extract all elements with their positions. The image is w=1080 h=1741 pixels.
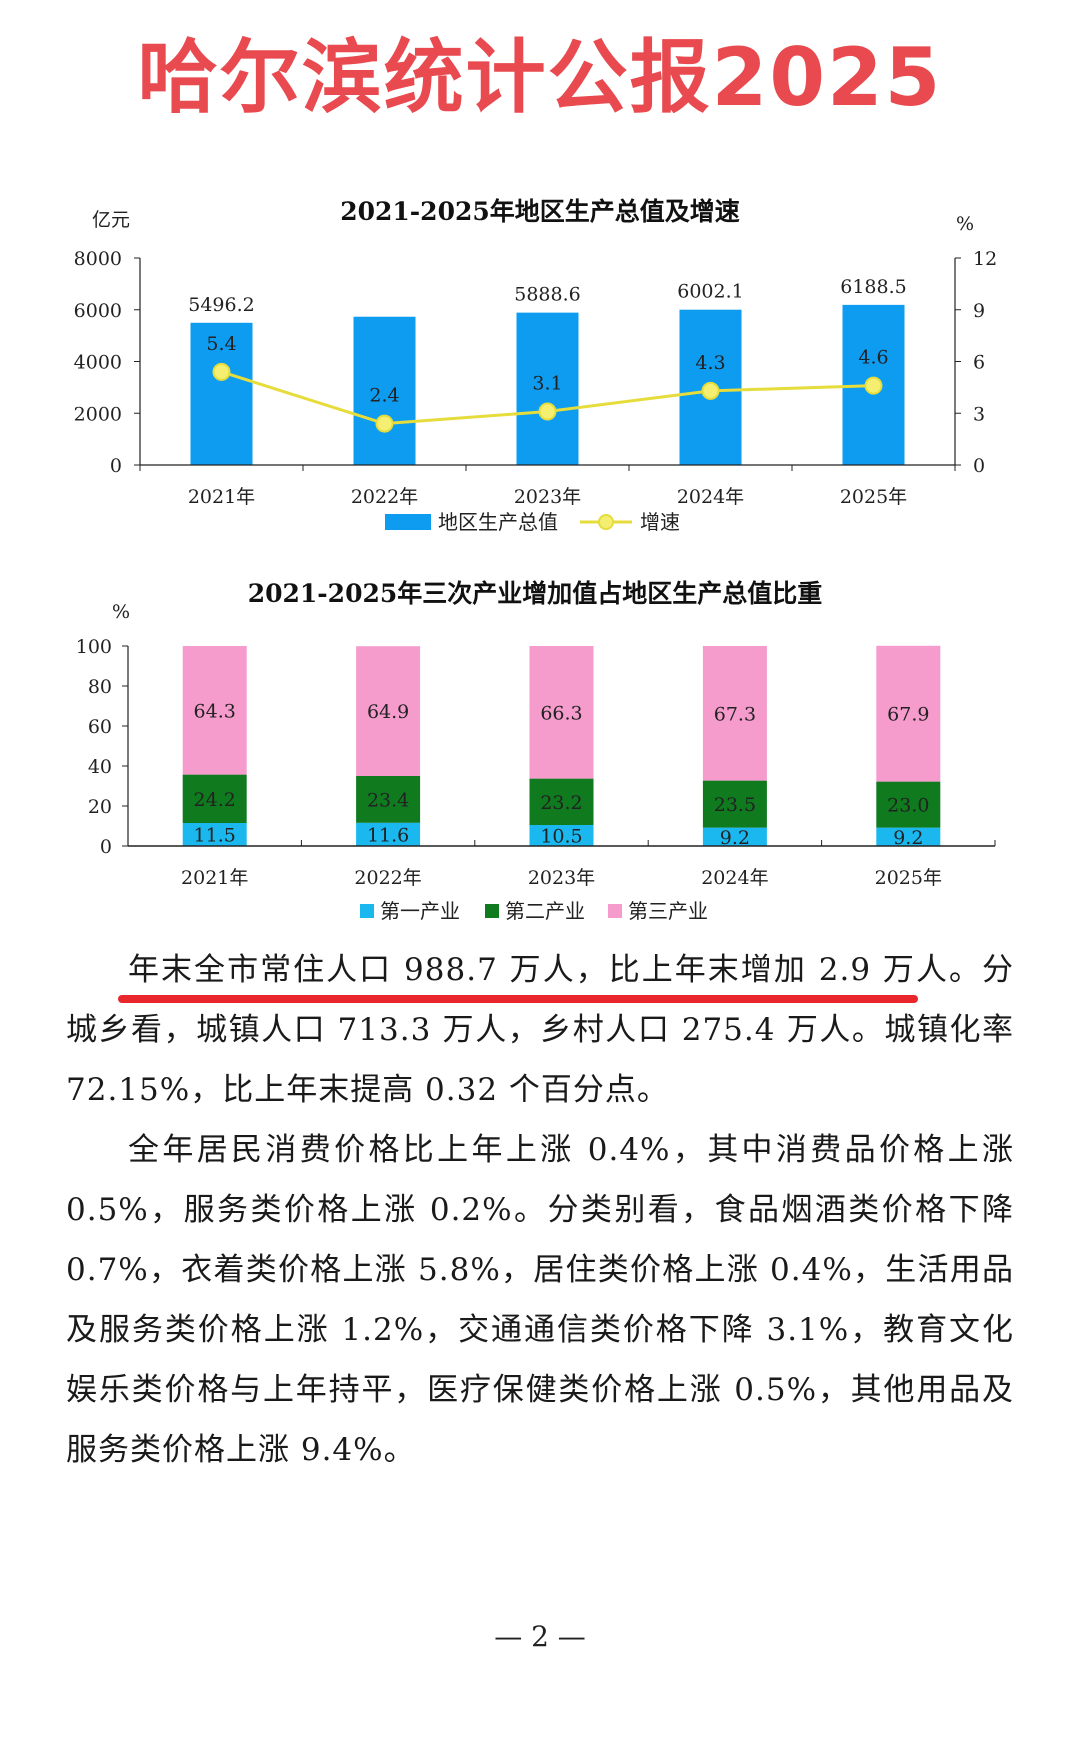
- gdp-bar-label: 6002.1: [677, 281, 743, 303]
- gdp-x-tick: 2021年: [188, 486, 255, 508]
- share-bar-segment: [182, 823, 247, 846]
- legend-label: 第三产业: [628, 899, 708, 923]
- legend-swatch: [485, 904, 499, 918]
- growth-point: [701, 381, 720, 400]
- gdp-right-tick: 12: [973, 248, 997, 270]
- gdp-x-tick: 2022年: [351, 486, 418, 508]
- share-bar-label: 64.9: [367, 701, 409, 723]
- share-x-tick: 2023年: [528, 867, 595, 889]
- legend-label: 第二产业: [505, 899, 585, 923]
- share-bar-label: 23.2: [540, 792, 582, 814]
- legend-gdp-label: 地区生产总值: [438, 510, 558, 534]
- gdp-left-tick: 8000: [74, 248, 122, 270]
- share-bar-label: 23.4: [367, 789, 409, 811]
- industry-share-chart: 2021-2025年三次产业增加值占地区生产总值比重 % 11.5 24.2 64.…: [76, 579, 996, 923]
- industry-share-chart-title: 2021-2025年三次产业增加值占地区生产总值比重: [248, 579, 823, 608]
- headline-title: 哈尔滨统计公报2025: [137, 31, 943, 124]
- gdp-bar-label: 5496.2: [188, 294, 254, 316]
- gdp-x-tick: 2025年: [840, 486, 907, 508]
- share-bar-label: 11.6: [367, 824, 409, 846]
- page-number: — 2 —: [494, 1620, 586, 1653]
- growth-label: 2.4: [369, 385, 399, 407]
- gdp-left-tick: 2000: [74, 403, 122, 425]
- gdp-bar: [353, 316, 416, 465]
- gdp-chart-title: 2021-2025年地区生产总值及增速: [340, 197, 740, 226]
- legend-label: 第一产业: [380, 899, 460, 923]
- share-bar-label: 9.2: [720, 827, 750, 849]
- gdp-left-tick: 6000: [74, 300, 122, 322]
- share-bar-label: 10.5: [540, 826, 582, 848]
- share-bar-label: 23.5: [714, 794, 756, 816]
- share-bar-segment: [876, 781, 941, 828]
- share-y-tick: 40: [88, 756, 112, 778]
- growth-label: 5.4: [206, 333, 236, 355]
- share-bar-segment: [356, 646, 421, 776]
- share-bar-segment: [876, 645, 941, 782]
- share-bar-label: 23.0: [887, 795, 929, 817]
- growth-point: [864, 376, 883, 395]
- growth-point: [375, 414, 394, 433]
- gdp-right-tick: 6: [973, 352, 985, 374]
- share-y-tick: 100: [76, 636, 112, 658]
- share-bar-label: 64.3: [194, 700, 236, 722]
- share-bar-segment: [876, 827, 941, 846]
- share-x-tick: 2024年: [701, 867, 768, 889]
- share-x-tick: 2021年: [181, 867, 248, 889]
- legend-growth-marker: [598, 514, 614, 530]
- industry-share-unit: %: [112, 601, 130, 623]
- share-bar-segment: [702, 646, 767, 781]
- gdp-chart: 2021-2025年地区生产总值及增速 亿元 % 5496.2 5888.6 600…: [74, 197, 998, 534]
- share-bar-label: 66.3: [540, 702, 582, 724]
- share-x-tick: 2025年: [875, 867, 942, 889]
- gdp-left-tick: 0: [110, 455, 122, 477]
- share-bar-label: 9.2: [893, 827, 923, 849]
- share-bar-segment: [529, 825, 594, 846]
- share-bar-label: 67.3: [714, 703, 756, 725]
- legend-swatch: [608, 904, 622, 918]
- gdp-x-tick: 2023年: [514, 486, 581, 508]
- population-highlight: 年末全市常住人口 988.7 万人，比上年末增加 2.9 万人。: [128, 952, 982, 988]
- population-paragraph: 年末全市常住人口 988.7 万人，比上年末增加 2.9 万人。分城乡看，城镇人…: [66, 940, 1014, 1120]
- share-y-tick: 60: [88, 716, 112, 738]
- share-bar-segment: [182, 774, 247, 823]
- share-bar-label: 67.9: [887, 704, 929, 726]
- growth-label: 4.3: [695, 352, 725, 374]
- growth-point: [538, 402, 557, 421]
- gdp-left-tick: 4000: [74, 352, 122, 374]
- red-underline: [118, 995, 918, 1003]
- gdp-right-tick: 0: [973, 455, 985, 477]
- legend-swatch: [360, 904, 374, 918]
- growth-label: 4.6: [858, 347, 888, 369]
- population-rest: 分城乡看，城镇人口 713.3 万人，乡村人口 275.4 万人。城镇化率 72…: [66, 952, 1014, 1108]
- gdp-right-tick: 3: [973, 403, 985, 425]
- share-y-tick: 0: [100, 836, 112, 858]
- share-bar-segment: [702, 827, 767, 846]
- growth-point: [212, 362, 231, 381]
- cpi-paragraph: 全年居民消费价格比上年上涨 0.4%，其中消费品价格上涨 0.5%，服务类价格上…: [66, 1120, 1014, 1480]
- gdp-bar: [190, 322, 253, 465]
- share-y-tick: 20: [88, 796, 112, 818]
- gdp-right-unit: %: [956, 213, 974, 235]
- gdp-x-tick: 2024年: [677, 486, 744, 508]
- share-bar-segment: [529, 778, 594, 825]
- share-bar-label: 11.5: [194, 825, 236, 847]
- legend-growth-label: 增速: [640, 510, 680, 534]
- gdp-bar-label: 5888.6: [514, 284, 580, 306]
- share-bar-label: 24.2: [194, 789, 236, 811]
- share-bar-segment: [702, 780, 767, 828]
- share-y-tick: 80: [88, 676, 112, 698]
- gdp-bar: [516, 312, 579, 465]
- share-bar-segment: [529, 646, 594, 779]
- share-x-tick: 2022年: [354, 867, 421, 889]
- share-bar-segment: [182, 646, 247, 775]
- gdp-right-tick: 9: [973, 300, 985, 322]
- legend-gdp-swatch: [385, 514, 431, 530]
- share-bar-segment: [356, 822, 421, 846]
- growth-label: 3.1: [532, 373, 562, 395]
- cpi-text: 全年居民消费价格比上年上涨 0.4%，其中消费品价格上涨 0.5%，服务类价格上…: [66, 1132, 1014, 1468]
- gdp-bar-label: 6188.5: [840, 276, 906, 298]
- gdp-left-unit: 亿元: [92, 209, 130, 231]
- share-bar-segment: [356, 776, 421, 823]
